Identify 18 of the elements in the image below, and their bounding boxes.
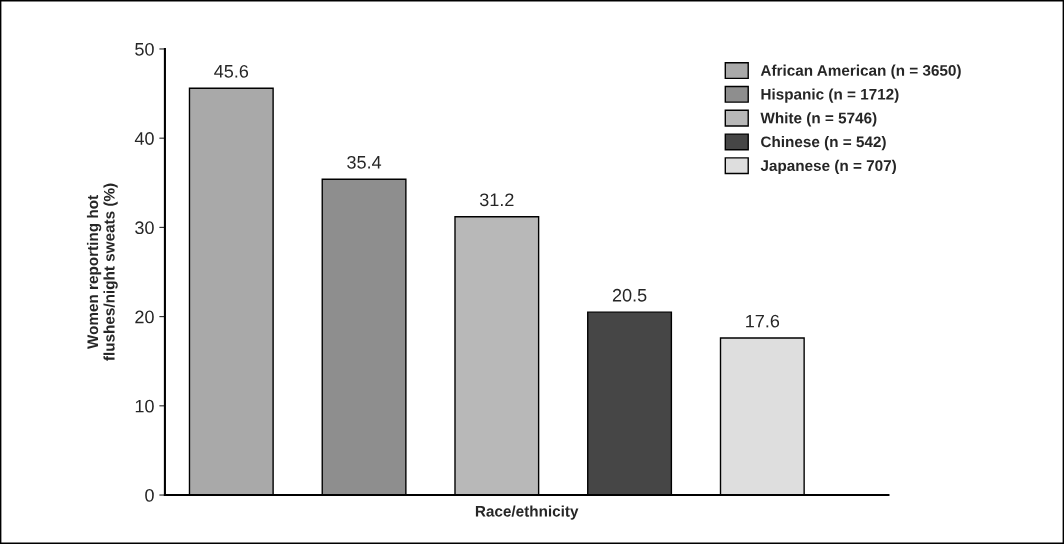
- data-label: 20.5: [612, 288, 647, 302]
- data-label: 35.4: [347, 155, 382, 169]
- data-label: 31.2: [479, 193, 514, 207]
- legend-label: Japanese (n = 707): [760, 159, 896, 175]
- y-tick-label: 30: [135, 221, 154, 235]
- y-axis-title: Women reporting hot flushes/night sweats (%): [86, 183, 118, 361]
- legend-label: Chinese (n = 542): [761, 136, 886, 151]
- y-tick-label: 0: [145, 488, 154, 502]
- x-axis-title: Race/ethnicity: [475, 505, 579, 520]
- data-label: 17.6: [746, 314, 780, 328]
- data-label: 45.6: [214, 64, 249, 78]
- legend-label: White (n = 5746): [760, 112, 877, 127]
- y-tick-label: 50: [135, 42, 154, 56]
- y-tick-label: 40: [134, 132, 154, 145]
- y-tick-label: 10: [135, 399, 154, 413]
- y-tick-label: 20: [135, 310, 154, 324]
- legend-label: Hispanic (n = 1712): [761, 88, 899, 103]
- legend-label: African American (n = 3650): [760, 64, 961, 79]
